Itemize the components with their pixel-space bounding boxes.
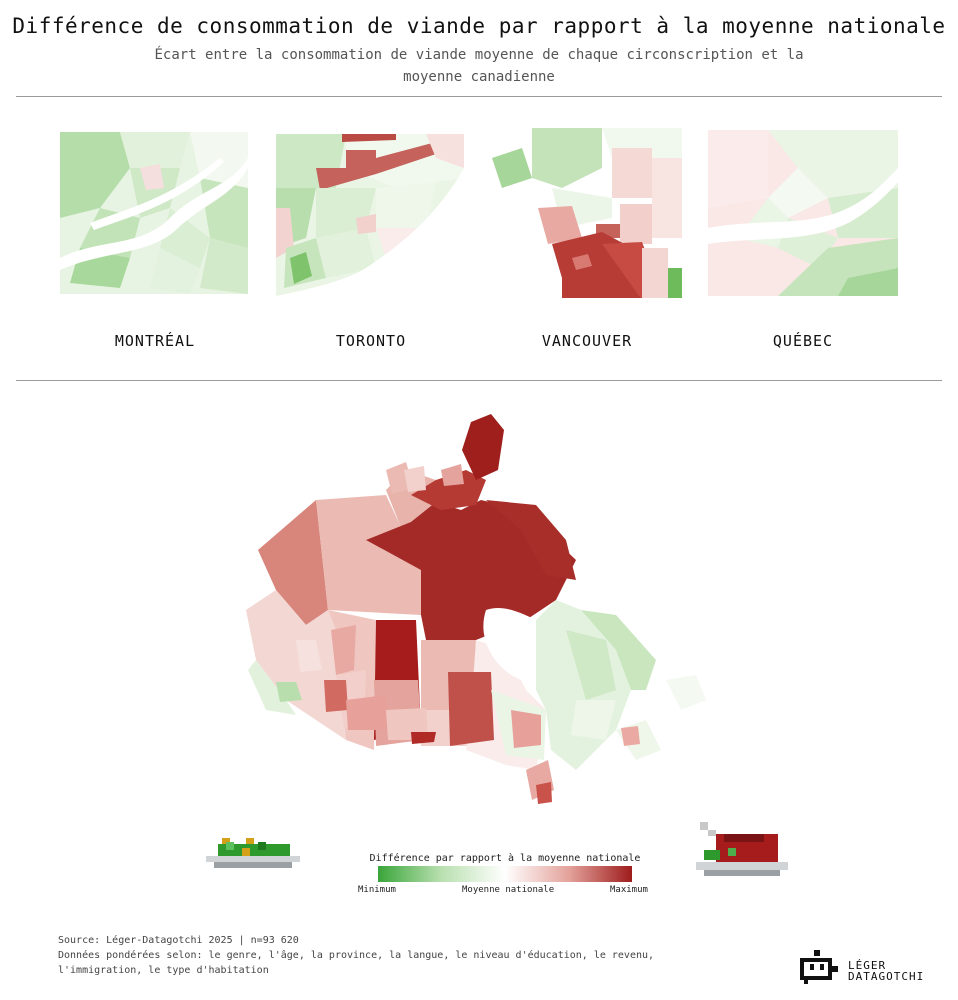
- logo-wordmark: LÉGER DATAGOTCHI: [848, 960, 924, 982]
- weighting-note: Données pondérées selon: le genre, l'âge…: [58, 950, 655, 976]
- legend-max-label: Maximum: [610, 885, 648, 895]
- map-title: Différence de consommation de viande par…: [12, 14, 946, 38]
- inset-map-montreal: [60, 128, 250, 298]
- region-newfoundland-labrador: [581, 610, 656, 690]
- city-label-quebec: QUÉBEC: [772, 332, 834, 350]
- region-british-columbia: [246, 590, 346, 740]
- legend-mid-label: Moyenne nationale: [462, 885, 555, 895]
- divider-middle: [16, 380, 942, 381]
- logo-line-1: LÉGER: [848, 959, 887, 972]
- footer-notes: Source: Léger-Datagotchi 2025 | n=93 620…: [58, 933, 698, 978]
- inset-map-quebec: [708, 128, 898, 298]
- legend-title: Différence par rapport à la moyenne nati…: [369, 853, 641, 864]
- inset-map-vancouver: [492, 128, 682, 298]
- city-label-montreal: MONTRÉAL: [114, 332, 196, 350]
- leger-datagotchi-logo: [798, 950, 840, 990]
- region-northwest-territories: [316, 495, 421, 615]
- source-note: Source: Léger-Datagotchi 2025 | n=93 620: [58, 935, 299, 946]
- legend-min-label: Minimum: [358, 885, 396, 895]
- vegetable-plate-icon: [206, 834, 300, 880]
- legend-color-scale: [378, 866, 632, 882]
- city-label-vancouver: VANCOUVER: [541, 332, 633, 350]
- canada-choropleth-map: [236, 410, 716, 814]
- logo-line-2: DATAGOTCHI: [848, 970, 925, 983]
- region-yukon: [258, 500, 328, 625]
- map-subtitle: Écart entre la consommation de viande mo…: [154, 47, 804, 85]
- divider-top: [16, 96, 942, 97]
- meat-plate-icon: [694, 822, 790, 886]
- inset-map-toronto: [276, 128, 466, 298]
- city-label-toronto: TORONTO: [335, 332, 407, 350]
- region-nunavut: [366, 500, 576, 640]
